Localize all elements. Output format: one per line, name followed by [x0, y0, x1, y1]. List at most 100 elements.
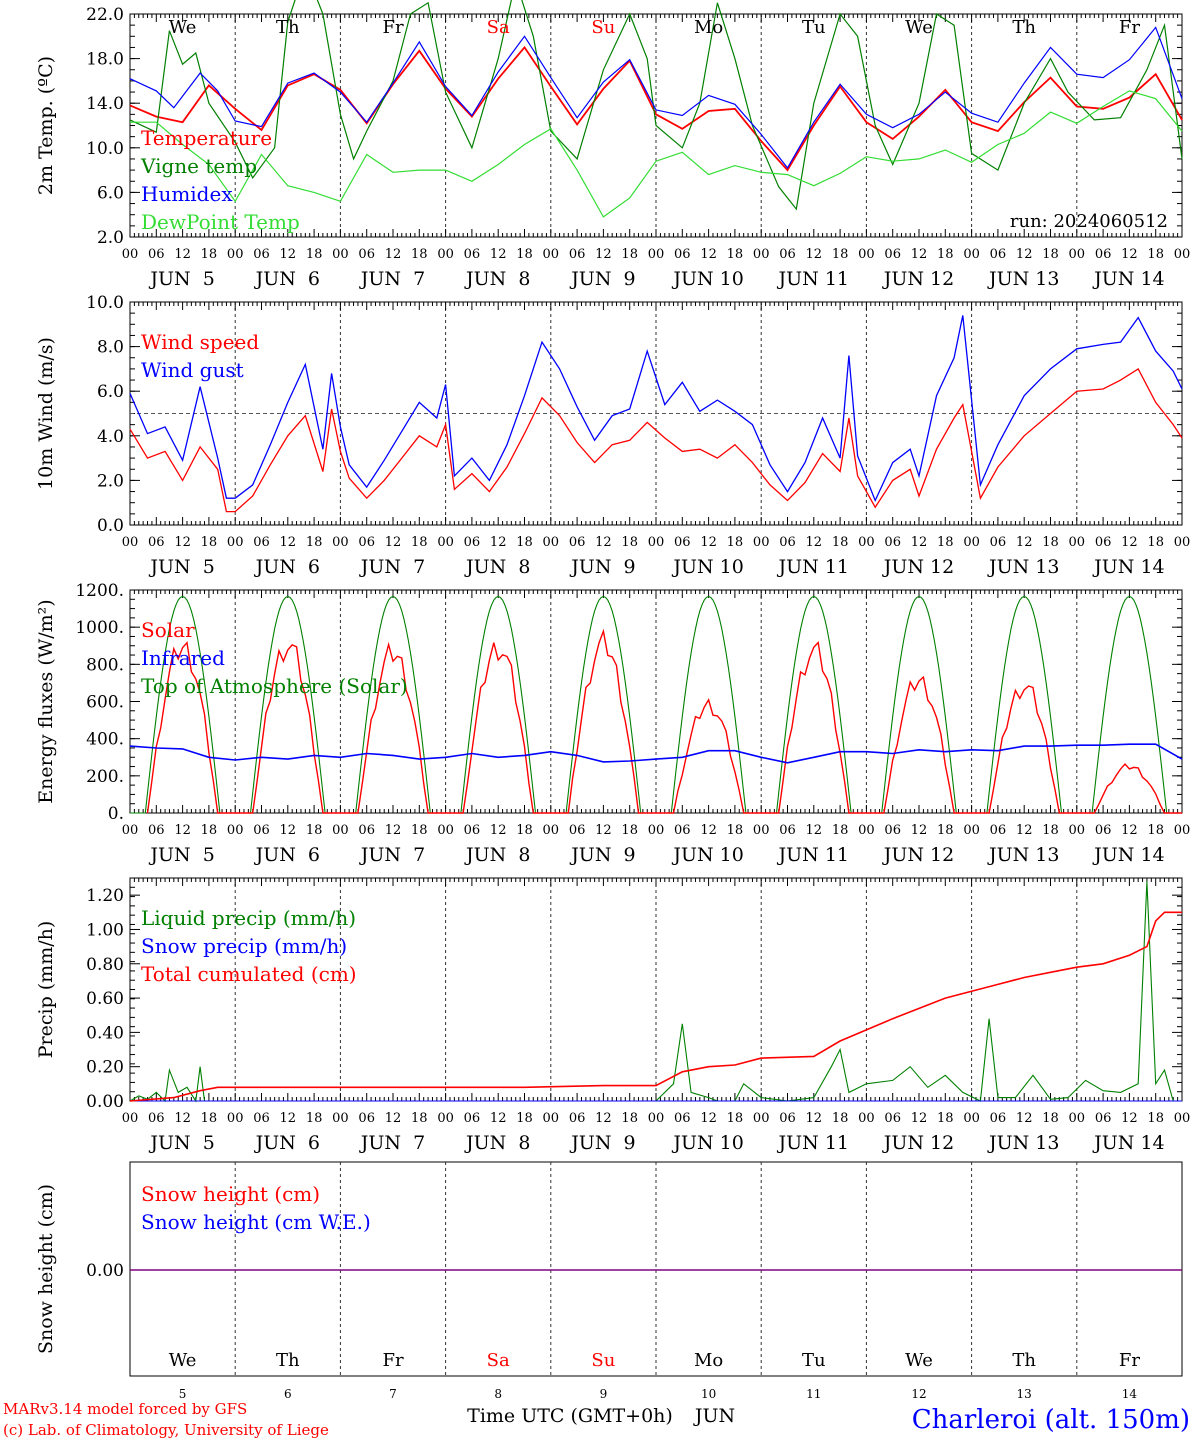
hour-tick-label: 12 [1016, 535, 1033, 550]
hour-tick-label: 00 [648, 1111, 665, 1126]
hour-tick-label: 12 [1121, 823, 1138, 838]
wind-y-tick-label: 10.0 [86, 293, 124, 313]
hour-tick-label: 12 [806, 535, 823, 550]
hour-tick-label: 18 [306, 535, 323, 550]
hour-tick-label: 00 [122, 823, 139, 838]
temp-legend-entry: Humidex [141, 182, 233, 206]
day-label: We [905, 17, 933, 38]
hour-tick-label: 00 [858, 823, 875, 838]
wind-y-axis-label: 10m Wind (m/s) [35, 337, 57, 490]
day-label: Fr [382, 1350, 403, 1371]
hour-tick-label: 18 [516, 535, 533, 550]
hour-tick-label: 18 [727, 247, 744, 262]
hour-tick-label: 12 [595, 1111, 612, 1126]
temp-y-tick-label: 10.0 [86, 139, 124, 159]
hour-tick-label: 18 [937, 535, 954, 550]
hour-tick-label: 12 [595, 247, 612, 262]
wind-legend-entry: Wind gust [141, 358, 244, 382]
hour-tick-label: 00 [858, 535, 875, 550]
hour-tick-label: 18 [1042, 823, 1059, 838]
day-number-label: 13 [1017, 1387, 1032, 1401]
day-label: Tu [802, 1350, 826, 1371]
hour-tick-label: 18 [201, 1111, 218, 1126]
date-label: JUN 7 [359, 844, 425, 866]
hour-tick-label: 18 [1042, 247, 1059, 262]
precip-series-line-2 [129, 911, 1182, 1102]
x-axis-label: Time UTC (GMT+0h) [467, 1405, 673, 1427]
hour-tick-label: 06 [569, 535, 586, 550]
hour-tick-label: 12 [1121, 1111, 1138, 1126]
day-label: We [169, 17, 197, 38]
hour-tick-label: 18 [201, 823, 218, 838]
hour-tick-label: 18 [201, 535, 218, 550]
hour-tick-label: 06 [464, 1111, 481, 1126]
date-label: JUN 10 [671, 1132, 743, 1154]
hour-tick-label: 18 [1147, 823, 1164, 838]
energy-y-tick-label: 800. [86, 655, 124, 675]
day-label: Fr [1119, 17, 1140, 38]
wind-legend-entry: Wind speed [141, 330, 259, 354]
hour-tick-label: 06 [990, 823, 1007, 838]
hour-tick-label: 00 [332, 247, 349, 262]
day-label: Th [276, 1350, 300, 1371]
hour-tick-label: 18 [727, 535, 744, 550]
hour-tick-label: 06 [569, 247, 586, 262]
hour-tick-label: 06 [464, 247, 481, 262]
hour-tick-label: 18 [516, 823, 533, 838]
wind-y-tick-label: 6.0 [97, 382, 124, 402]
date-label: JUN 8 [464, 268, 530, 290]
hour-tick-label: 00 [1069, 823, 1086, 838]
hour-tick-label: 00 [1174, 247, 1191, 262]
hour-tick-label: 00 [122, 1111, 139, 1126]
day-label: Sa [487, 17, 510, 38]
hour-tick-label: 18 [411, 823, 428, 838]
date-label: JUN 7 [359, 268, 425, 290]
date-label: JUN 11 [777, 1132, 849, 1154]
hour-tick-label: 06 [990, 1111, 1007, 1126]
hour-tick-label: 00 [1174, 535, 1191, 550]
precip-legend-entry: Liquid precip (mm/h) [141, 906, 356, 930]
hour-tick-label: 18 [1147, 1111, 1164, 1126]
day-number-label: 7 [389, 1387, 397, 1401]
precip-legend-entry: Snow precip (mm/h) [141, 934, 347, 958]
hour-tick-label: 12 [595, 535, 612, 550]
hour-tick-label: 06 [464, 535, 481, 550]
day-number-label: 5 [179, 1387, 187, 1401]
date-label: JUN 14 [1092, 844, 1164, 866]
hour-tick-label: 00 [753, 1111, 770, 1126]
hour-tick-label: 12 [700, 823, 717, 838]
hour-tick-label: 06 [253, 247, 270, 262]
hour-tick-label: 00 [648, 247, 665, 262]
energy-y-tick-label: 400. [86, 730, 124, 750]
energy-y-tick-label: 600. [86, 693, 124, 713]
hour-tick-label: 12 [174, 823, 191, 838]
precip-y-tick-label: 0.20 [86, 1058, 124, 1078]
hour-tick-label: 00 [437, 247, 454, 262]
hour-tick-label: 18 [727, 823, 744, 838]
hour-tick-label: 12 [385, 823, 402, 838]
hour-tick-label: 00 [1069, 247, 1086, 262]
hour-tick-label: 12 [1121, 247, 1138, 262]
temp-y-tick-label: 2.0 [97, 228, 124, 248]
hour-tick-label: 00 [227, 823, 244, 838]
panel-frame [129, 589, 1183, 814]
hour-tick-label: 18 [201, 247, 218, 262]
hour-tick-label: 12 [806, 247, 823, 262]
date-label: JUN 8 [464, 556, 530, 578]
date-label: JUN 11 [777, 268, 849, 290]
temp-series-line-0 [129, 45, 1183, 172]
hour-tick-label: 06 [779, 823, 796, 838]
temp-y-tick-label: 18.0 [86, 50, 124, 70]
hour-tick-label: 00 [1174, 823, 1191, 838]
wind-y-tick-label: 8.0 [97, 338, 124, 358]
hour-tick-label: 12 [911, 535, 928, 550]
hour-tick-label: 12 [490, 535, 507, 550]
hour-tick-label: 06 [674, 1111, 691, 1126]
hour-tick-label: 12 [1016, 823, 1033, 838]
day-label: Su [591, 1350, 615, 1371]
hour-tick-label: 12 [174, 247, 191, 262]
date-label: JUN 5 [148, 268, 214, 290]
hour-tick-label: 00 [332, 535, 349, 550]
date-label: JUN 10 [671, 556, 743, 578]
day-label: Fr [1119, 1350, 1140, 1371]
